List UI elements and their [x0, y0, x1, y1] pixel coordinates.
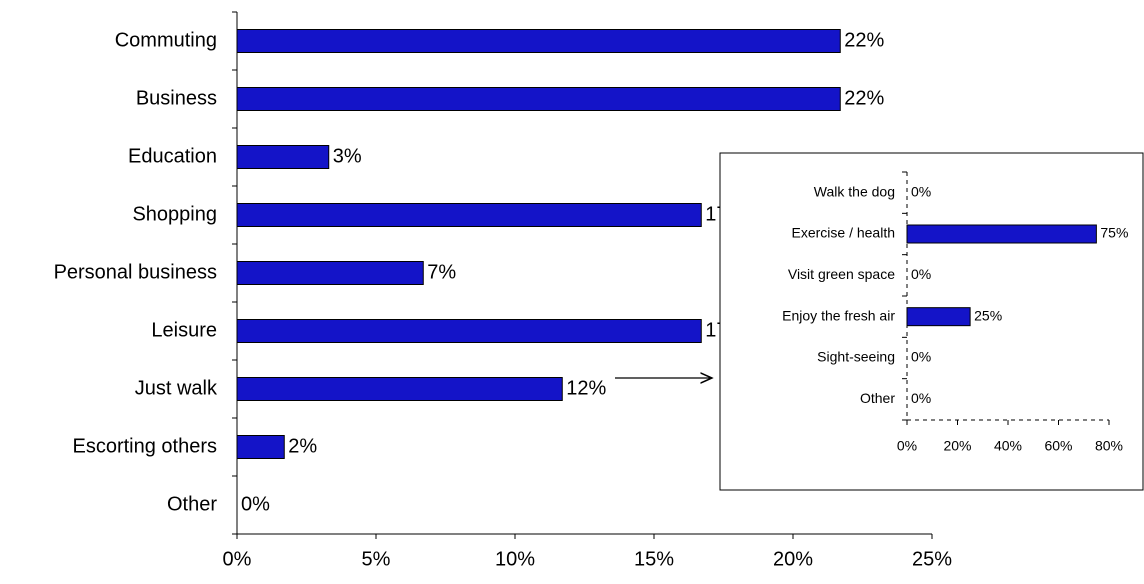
bar: [236, 435, 285, 459]
y-tick-label: Visit green space: [788, 266, 895, 282]
bar: [236, 29, 841, 53]
y-tick-label: Leisure: [151, 319, 217, 341]
y-tick-label: Enjoy the fresh air: [782, 307, 895, 323]
bar: [236, 203, 702, 227]
value-label: 7%: [427, 261, 456, 283]
x-tick-label: 10%: [495, 548, 535, 570]
value-label: 25%: [974, 307, 1002, 323]
x-tick-label: 20%: [773, 548, 813, 570]
value-label: 0%: [911, 183, 931, 199]
value-label: 75%: [1100, 225, 1128, 241]
y-tick-label: Business: [136, 87, 217, 109]
x-tick-label: 0%: [223, 548, 252, 570]
x-tick-label: 5%: [362, 548, 391, 570]
y-tick-label: Shopping: [132, 203, 217, 225]
y-tick-label: Education: [128, 145, 217, 167]
value-label: 0%: [911, 266, 931, 282]
value-label: 0%: [911, 390, 931, 406]
value-label: 2%: [288, 435, 317, 457]
y-tick-label: Other: [860, 390, 895, 406]
inset-chart: 0% 20% 40% 60% 80% Walk the dog 0% Exercise / h…: [782, 171, 1128, 454]
value-label: 0%: [241, 493, 270, 515]
y-tick-label: Other: [167, 493, 217, 515]
y-tick-label: Escorting others: [72, 435, 217, 457]
x-tick-label: 40%: [994, 438, 1022, 454]
bar: [236, 87, 841, 111]
x-tick-label: 20%: [943, 438, 971, 454]
y-tick-label: Just walk: [135, 377, 218, 399]
x-tick-label: 15%: [634, 548, 674, 570]
x-tick-label: 0%: [897, 438, 917, 454]
y-tick-label: Commuting: [115, 29, 217, 51]
x-tick-label: 80%: [1095, 438, 1123, 454]
bar: [236, 377, 563, 401]
x-tick-label: 25%: [912, 548, 952, 570]
bar: [906, 224, 1097, 244]
value-label: 0%: [911, 349, 931, 365]
bar: [236, 319, 702, 343]
value-label: 22%: [844, 87, 884, 109]
main-chart: 0% 5% 10% 15% 20% 25% Commuting 22% Business 22% E…: [54, 11, 952, 570]
value-label: 12%: [566, 377, 606, 399]
y-tick-label: Sight-seeing: [817, 349, 895, 365]
value-label: 3%: [333, 145, 362, 167]
y-tick-label: Exercise / health: [792, 225, 896, 241]
y-tick-label: Walk the dog: [814, 183, 895, 199]
value-label: 22%: [844, 29, 884, 51]
bar: [236, 261, 424, 285]
x-tick-label: 60%: [1044, 438, 1072, 454]
y-tick-label: Personal business: [54, 261, 217, 283]
bar: [236, 145, 330, 169]
bar: [906, 307, 971, 327]
